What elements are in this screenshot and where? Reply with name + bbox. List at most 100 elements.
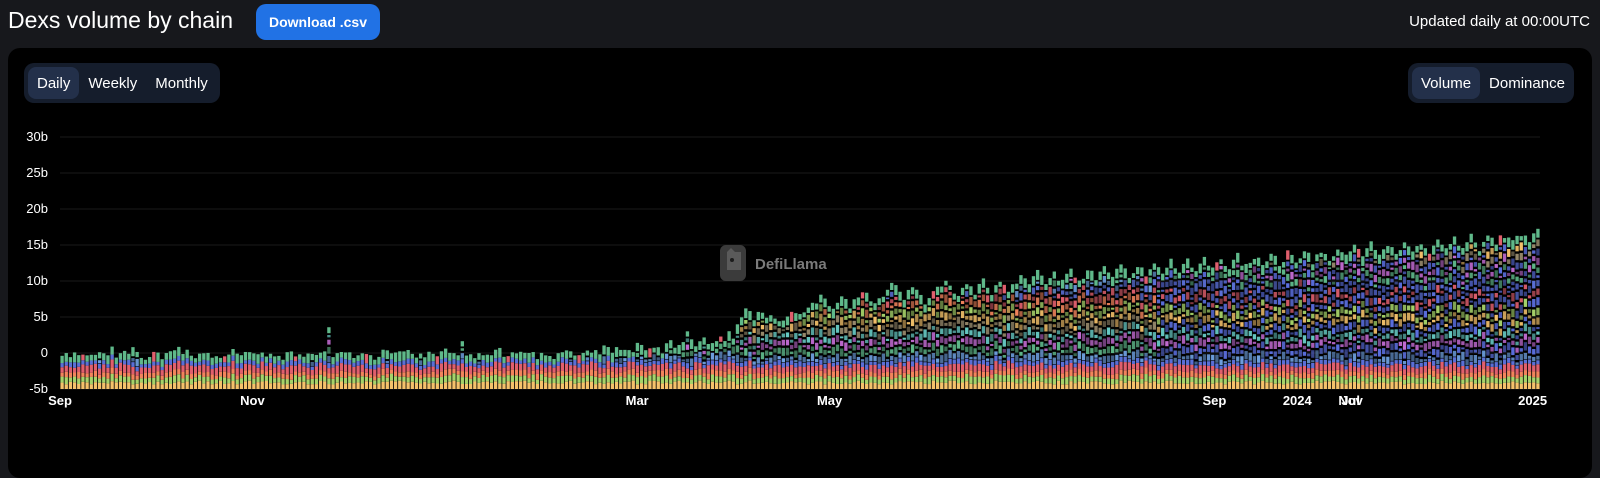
bar-stack[interactable]: [706, 344, 710, 389]
bar-stack[interactable]: [1244, 263, 1248, 389]
bar-stack[interactable]: [402, 351, 406, 389]
bar-stack[interactable]: [460, 341, 464, 389]
bar-stack[interactable]: [1156, 267, 1161, 389]
bar-stack[interactable]: [156, 352, 160, 389]
bar-stack[interactable]: [1002, 284, 1006, 389]
bar-stack[interactable]: [1319, 252, 1323, 389]
bar-stack[interactable]: [794, 313, 798, 389]
bar-stack[interactable]: [393, 352, 398, 389]
bar-stack[interactable]: [577, 355, 581, 389]
bar-stack[interactable]: [1161, 273, 1165, 389]
bar-stack[interactable]: [610, 352, 615, 389]
bar-stack[interactable]: [1461, 247, 1465, 389]
bar-stack[interactable]: [910, 287, 915, 389]
bar-stack[interactable]: [227, 354, 231, 389]
bar-stack[interactable]: [273, 356, 277, 389]
bar-stack[interactable]: [1377, 254, 1382, 389]
bar-stack[interactable]: [1027, 284, 1031, 389]
bar-stack[interactable]: [443, 348, 448, 389]
bar-stack[interactable]: [694, 346, 698, 389]
bar-stack[interactable]: [60, 355, 64, 389]
bar-stack[interactable]: [239, 355, 244, 389]
bar-stack[interactable]: [1240, 265, 1244, 389]
bar-stack[interactable]: [1090, 270, 1094, 389]
bar-stack[interactable]: [810, 302, 815, 389]
bar-stack[interactable]: [1532, 233, 1536, 389]
bar-stack[interactable]: [1048, 278, 1052, 389]
bar-stack[interactable]: [1136, 267, 1140, 389]
bar-stack[interactable]: [277, 355, 281, 389]
bar-stack[interactable]: [1085, 270, 1090, 389]
bar-stack[interactable]: [827, 306, 831, 389]
bar-stack[interactable]: [1386, 246, 1390, 389]
bar-stack[interactable]: [1265, 261, 1269, 389]
bar-stack[interactable]: [860, 292, 865, 389]
bar-stack[interactable]: [1390, 247, 1394, 389]
bar-stack[interactable]: [573, 355, 577, 390]
bar-stack[interactable]: [1490, 237, 1494, 389]
bar-stack[interactable]: [594, 350, 598, 389]
bar-stack[interactable]: [348, 352, 352, 389]
bar-stack[interactable]: [152, 351, 156, 389]
bar-stack[interactable]: [1261, 265, 1265, 389]
bar-stack[interactable]: [1398, 250, 1403, 389]
bar-stack[interactable]: [210, 357, 214, 389]
bar-stack[interactable]: [160, 359, 164, 389]
bar-stack[interactable]: [927, 298, 931, 389]
bar-stack[interactable]: [193, 358, 198, 389]
bar-stack[interactable]: [714, 341, 719, 389]
bar-stack[interactable]: [127, 353, 131, 389]
bar-stack[interactable]: [735, 324, 740, 389]
bar-stack[interactable]: [1123, 268, 1127, 389]
bar-stack[interactable]: [1152, 263, 1157, 389]
bar-stack[interactable]: [343, 352, 348, 389]
bar-stack[interactable]: [906, 289, 911, 389]
bar-stack[interactable]: [1469, 233, 1473, 389]
bar-stack[interactable]: [815, 303, 819, 389]
bar-stack[interactable]: [552, 358, 556, 389]
bar-stack[interactable]: [231, 349, 235, 389]
bar-stack[interactable]: [627, 350, 631, 389]
bar-stack[interactable]: [1298, 258, 1302, 389]
bar-stack[interactable]: [1194, 271, 1198, 389]
bar-stack[interactable]: [281, 359, 285, 389]
bar-stack[interactable]: [89, 354, 93, 389]
bar-stack[interactable]: [410, 353, 414, 389]
bar-stack[interactable]: [1019, 275, 1023, 389]
bar-stack[interactable]: [656, 347, 660, 389]
bar-stack[interactable]: [935, 286, 940, 389]
bar-stack[interactable]: [181, 354, 185, 389]
bar-stack[interactable]: [548, 356, 552, 389]
bar-stack[interactable]: [856, 297, 861, 389]
bar-stack[interactable]: [873, 303, 877, 389]
bar-stack[interactable]: [544, 355, 548, 389]
bar-stack[interactable]: [798, 314, 802, 389]
bar-stack[interactable]: [1465, 242, 1469, 389]
bar-stack[interactable]: [710, 343, 715, 389]
bar-stack[interactable]: [602, 345, 606, 389]
bar-stack[interactable]: [473, 358, 477, 389]
bar-stack[interactable]: [1127, 277, 1132, 389]
bar-stack[interactable]: [1119, 264, 1123, 389]
bar-stack[interactable]: [1056, 280, 1061, 389]
bar-stack[interactable]: [1331, 256, 1336, 389]
bar-stack[interactable]: [1206, 265, 1211, 389]
bar-stack[interactable]: [685, 331, 690, 389]
bar-stack[interactable]: [752, 320, 756, 389]
bar-stack[interactable]: [769, 315, 773, 389]
bar-stack[interactable]: [915, 289, 919, 389]
bar-stack[interactable]: [506, 356, 510, 389]
bar-stack[interactable]: [493, 349, 498, 389]
bar-stack[interactable]: [1211, 267, 1215, 389]
bar-stack[interactable]: [1348, 251, 1352, 389]
bar-stack[interactable]: [1102, 266, 1107, 389]
bar-stack[interactable]: [998, 281, 1002, 389]
bar-stack[interactable]: [1423, 248, 1428, 389]
bar-stack[interactable]: [427, 351, 431, 389]
bar-stack[interactable]: [1098, 271, 1102, 389]
bar-stack[interactable]: [727, 331, 731, 389]
bar-stack[interactable]: [77, 355, 81, 389]
bar-stack[interactable]: [1231, 259, 1236, 389]
bar-stack[interactable]: [865, 292, 869, 389]
bar-stack[interactable]: [719, 336, 723, 389]
